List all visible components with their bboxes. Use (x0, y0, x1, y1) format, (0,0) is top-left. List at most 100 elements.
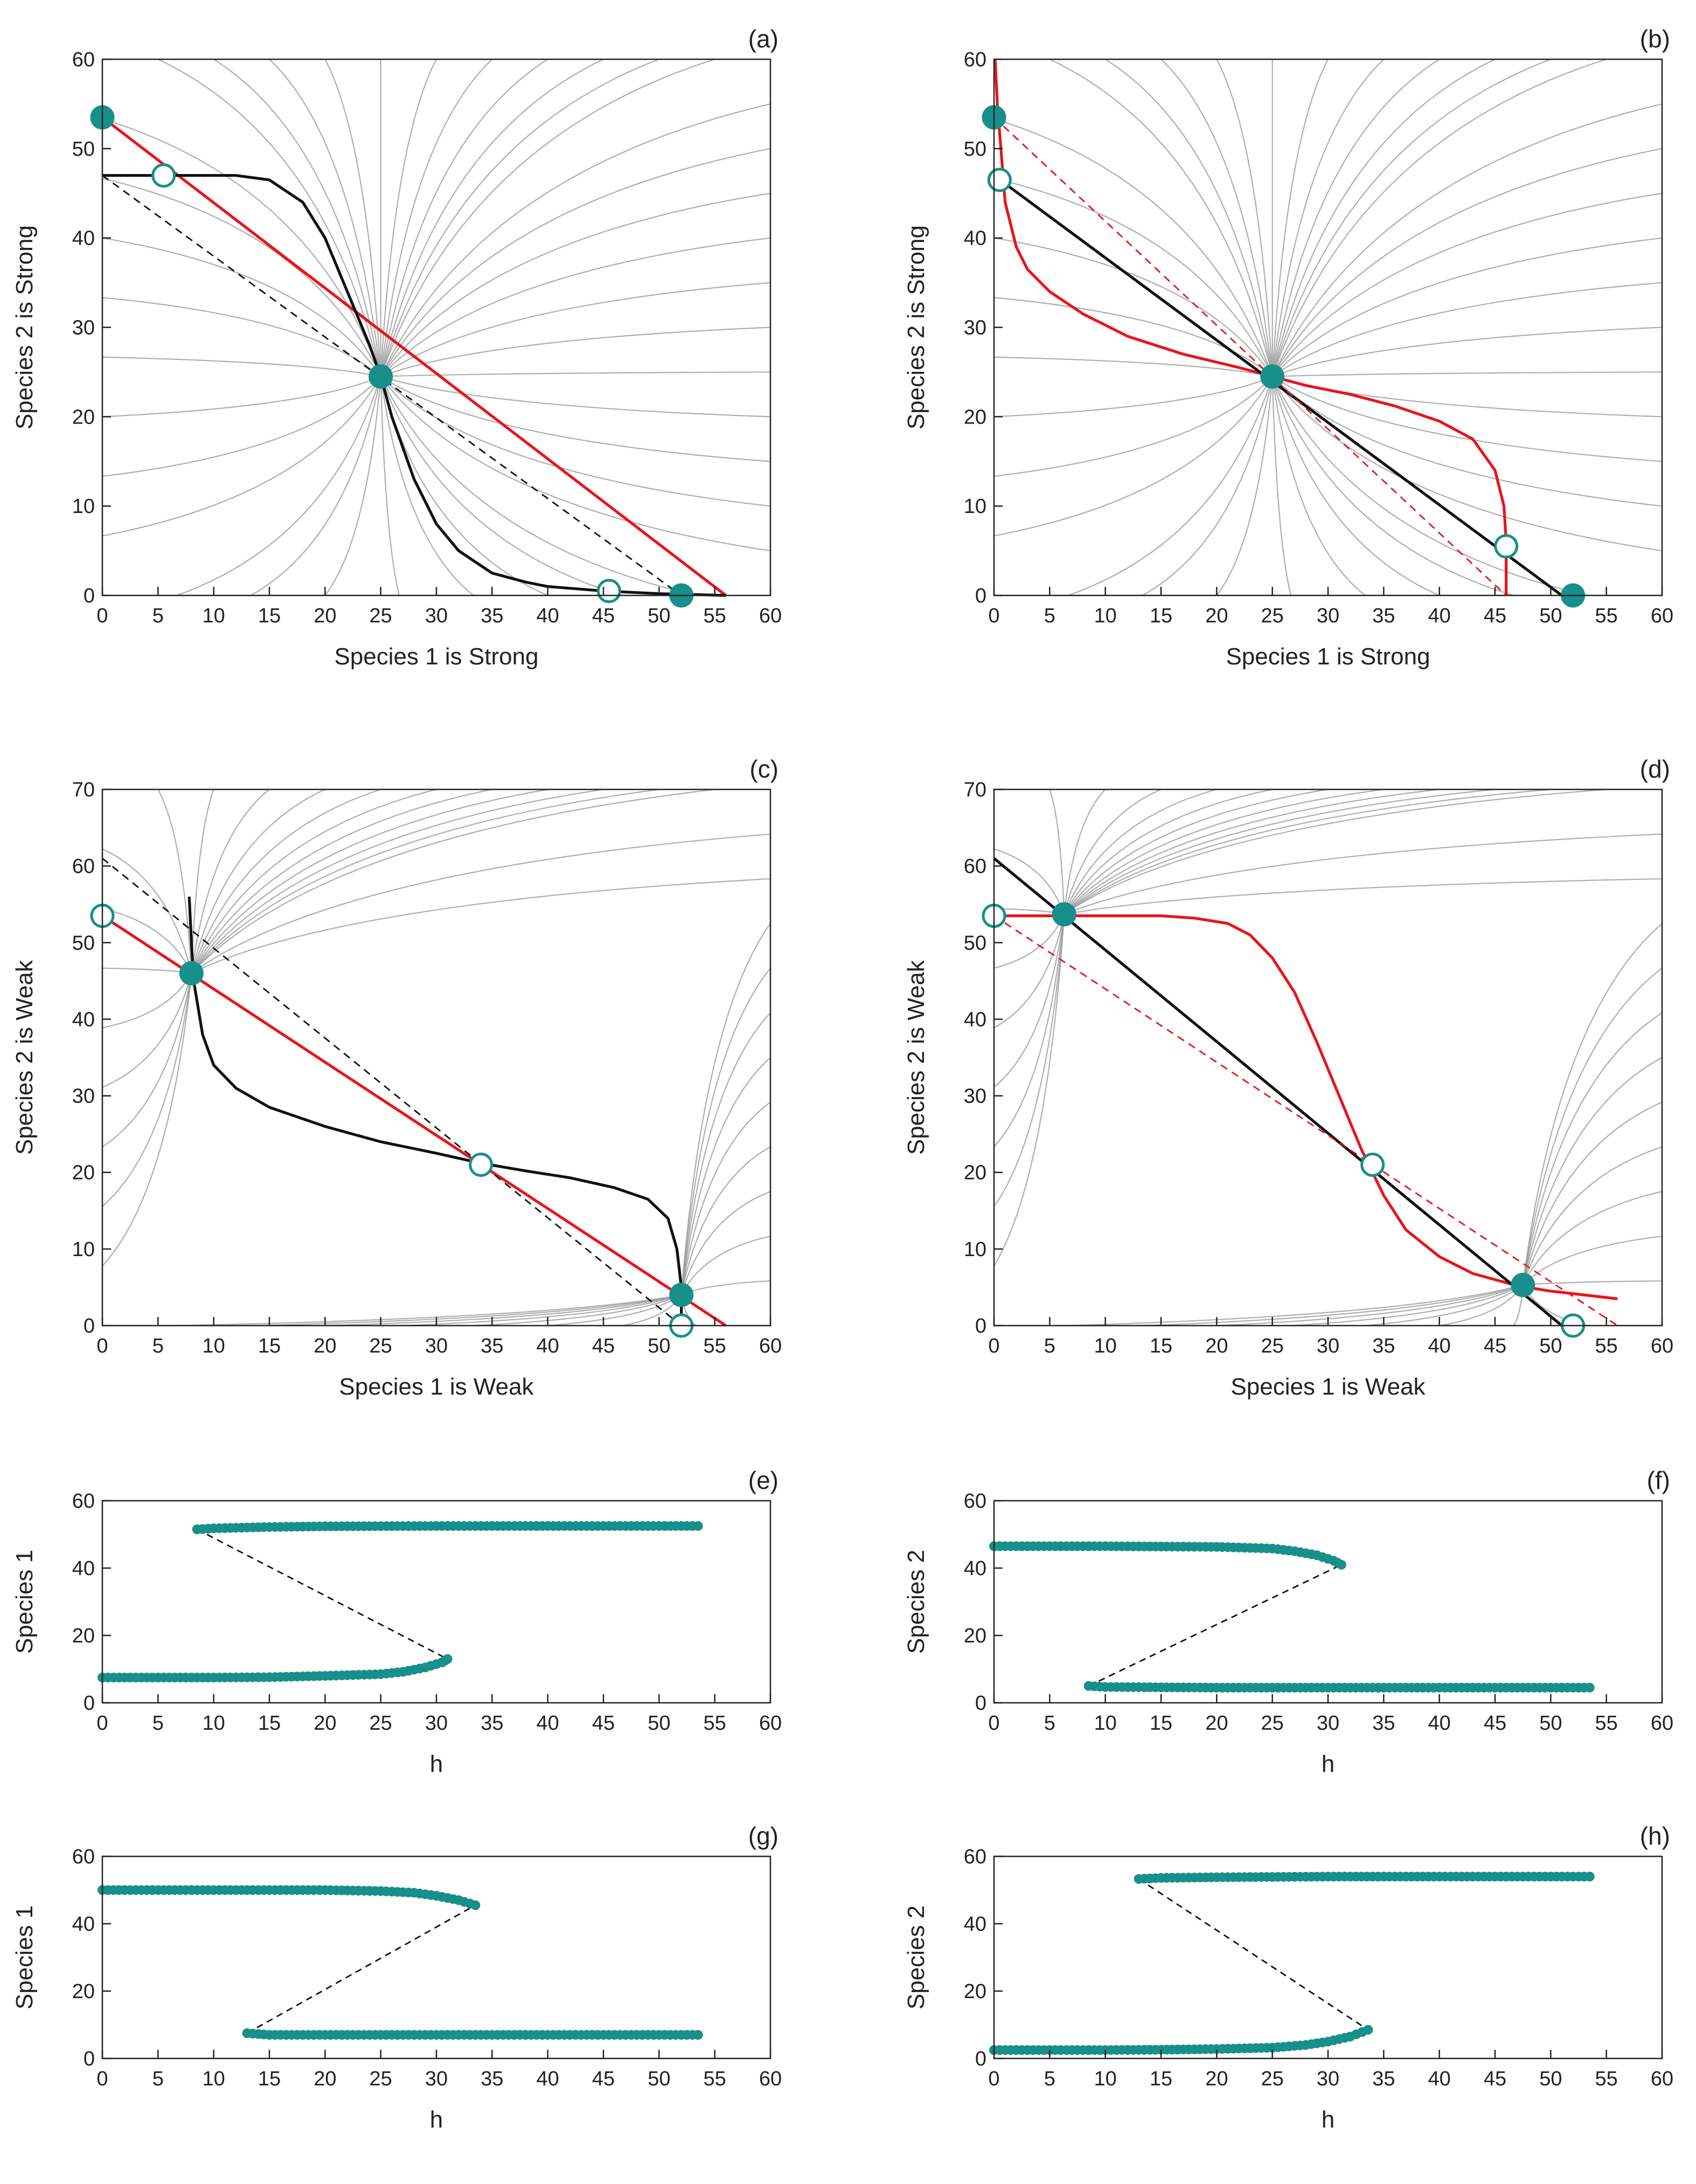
stable-equilibrium-d-3 (1511, 1273, 1535, 1298)
x-tick-label-d-7: 35 (1372, 1335, 1395, 1357)
trajectory-b-9 (1271, 58, 1551, 377)
x-tick-label-c-3: 15 (258, 1335, 281, 1357)
plot-area-f (989, 1541, 1595, 1693)
y-tick-label-e-0: 0 (84, 1692, 95, 1715)
x-tick-label-c-12: 60 (759, 1335, 782, 1357)
x-axis-label-g: h (430, 2106, 443, 2133)
trajectory-b-18 (1271, 237, 1663, 377)
trajectory-c-8 (191, 788, 604, 974)
trajectory-d-20 (1064, 878, 1663, 915)
x-tick-label-h-1: 5 (1044, 2068, 1055, 2090)
x-tick-label-d-8: 40 (1428, 1335, 1451, 1357)
trajectory-c-30 (102, 973, 192, 1267)
x-tick-label-b-5: 25 (1261, 605, 1284, 627)
panel-label-c: (c) (749, 755, 779, 783)
trajectory-d-32 (993, 914, 1065, 1148)
trajectory-a-30 (102, 376, 381, 537)
trajectory-b-11 (1271, 376, 1663, 552)
x-tick-label-a-11: 55 (704, 605, 726, 627)
y-tick-label-g-3: 60 (72, 1846, 95, 1868)
x-tick-label-b-8: 40 (1428, 605, 1451, 627)
panel-label-g: (g) (748, 1822, 779, 1850)
trajectory-b-32 (993, 376, 1273, 418)
trajectory-b-7 (1271, 59, 1440, 377)
trajectory-a-37 (102, 118, 381, 377)
trajectory-d-5 (1064, 788, 1329, 915)
x-tick-label-c-1: 5 (152, 1335, 164, 1357)
trajectory-c-34 (102, 973, 192, 1029)
y-tick-label-b-2: 20 (964, 406, 986, 428)
species-1-nullcline-a (101, 116, 727, 597)
trajectory-b-36 (993, 178, 1273, 377)
x-tick-label-b-10: 50 (1539, 605, 1562, 627)
trajectory-a-13 (380, 376, 771, 462)
y-tick-label-f-3: 60 (964, 1490, 986, 1513)
x-tick-label-b-4: 20 (1205, 605, 1228, 627)
trajectory-d-35 (993, 914, 1065, 969)
trajectory-d-10 (1064, 788, 1607, 915)
trajectory-d-34 (993, 914, 1065, 1029)
x-tick-label-d-9: 45 (1484, 1335, 1506, 1357)
species-2-nullcline-c (187, 896, 683, 1326)
trajectory-a-2 (269, 59, 381, 377)
y-tick-label-c-1: 10 (72, 1238, 95, 1261)
trajectory-d-18 (1522, 967, 1663, 1285)
x-tick-label-a-8: 40 (537, 605, 559, 627)
trajectory-b-8 (1271, 59, 1496, 377)
panel-label-h: (h) (1640, 1822, 1670, 1850)
trajectory-d-15 (1522, 1101, 1663, 1285)
y-tick-label-c-6: 60 (72, 855, 95, 878)
panel-b: 0 5 10 15 20 25 30 35 40 45 50 55 60 0 10 20 30 40 50 60 Spe… (903, 25, 1673, 670)
unstable-equilibrium-d-2 (1360, 1153, 1385, 1177)
trajectory-c-2 (191, 789, 270, 974)
y-tick-label-g-1: 20 (72, 1980, 95, 2003)
plot-area-d (982, 788, 1663, 1338)
lower-branch-g (242, 2028, 703, 2040)
trajectory-c-15 (680, 1101, 771, 1295)
x-tick-label-d-4: 20 (1205, 1335, 1228, 1357)
x-tick-label-d-1: 5 (1044, 1335, 1055, 1357)
trajectory-d-33 (993, 914, 1065, 1088)
reference-line-d (993, 915, 1618, 1327)
trajectory-c-21 (191, 833, 771, 974)
panel-d: 0 5 10 15 20 25 30 35 40 45 50 55 60 0 10 20 30 40 50 60 70 S… (903, 755, 1673, 1400)
trajectory-c-37 (102, 848, 192, 974)
x-tick-label-b-6: 30 (1317, 605, 1339, 627)
trajectory-a-20 (380, 148, 771, 377)
reference-line-c (102, 857, 682, 1327)
plot-frame-f (993, 1500, 1663, 1704)
panel-label-d: (d) (1640, 755, 1670, 783)
y-tick-label-h-1: 20 (964, 1980, 986, 2003)
trajectory-d-0 (1049, 789, 1065, 914)
trajectory-a-31 (102, 376, 381, 477)
trajectory-a-34 (102, 297, 381, 377)
trajectory-a-23 (251, 376, 381, 596)
trajectory-b-21 (1271, 103, 1663, 377)
trajectories-b (993, 58, 1663, 597)
y-tick-label-c-2: 20 (72, 1162, 95, 1184)
x-tick-label-c-9: 45 (592, 1335, 615, 1357)
reference-line-a (102, 175, 682, 597)
trajectory-a-35 (102, 237, 381, 377)
x-tick-label-d-5: 25 (1261, 1335, 1284, 1357)
trajectory-a-8 (380, 59, 604, 377)
trajectory-c-25 (399, 1294, 682, 1327)
transition-line-g (246, 1904, 476, 2034)
trajectory-c-14 (680, 1146, 771, 1295)
x-tick-label-a-1: 5 (152, 605, 164, 627)
trajectories-c (102, 788, 771, 1327)
trajectory-b-15 (1272, 371, 1663, 377)
y-tick-label-a-1: 10 (72, 495, 95, 518)
trajectory-c-18 (680, 967, 771, 1295)
x-tick-label-a-10: 50 (648, 605, 670, 627)
y-tick-label-e-2: 40 (72, 1557, 95, 1580)
trajectory-a-0 (157, 59, 381, 377)
panel-h: 0 5 10 15 20 25 30 35 40 45 50 55 60 0 20 40 60 h Species … (903, 1822, 1673, 2133)
panel-a: 0 5 10 15 20 25 30 35 40 45 50 55 60 0 10 20 30 40 50 60 Spe… (11, 25, 782, 670)
trajectory-d-24 (1217, 1284, 1524, 1327)
trajectory-d-26 (1365, 1284, 1524, 1327)
trajectory-a-24 (324, 376, 381, 596)
plot-area-b (982, 58, 1663, 608)
x-tick-label-f-6: 30 (1317, 1712, 1339, 1735)
